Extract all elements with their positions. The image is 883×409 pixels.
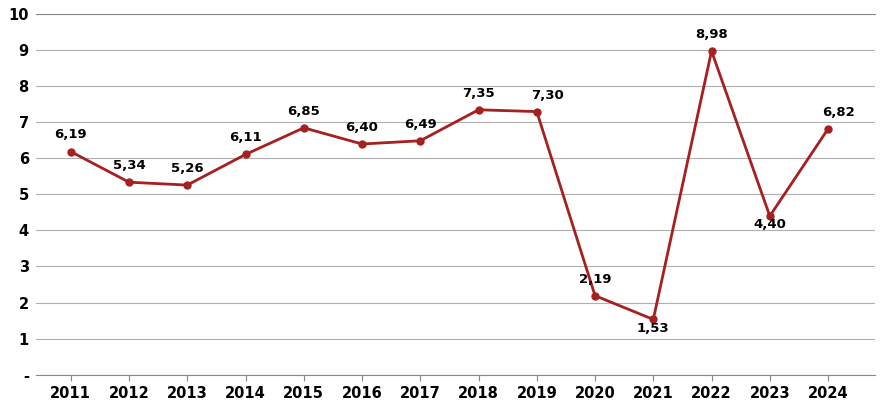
Text: 1,53: 1,53: [637, 321, 669, 335]
Text: 6,11: 6,11: [230, 131, 262, 144]
Text: 6,49: 6,49: [404, 118, 437, 131]
Text: 8,98: 8,98: [695, 28, 728, 41]
Text: 7,35: 7,35: [462, 87, 494, 100]
Text: 5,26: 5,26: [171, 162, 204, 175]
Text: 2,19: 2,19: [578, 272, 611, 285]
Text: 4,40: 4,40: [753, 218, 786, 231]
Text: 5,34: 5,34: [113, 159, 146, 172]
Text: 6,85: 6,85: [287, 105, 321, 118]
Text: 6,19: 6,19: [55, 128, 87, 142]
Text: 6,40: 6,40: [345, 121, 379, 134]
Text: 7,30: 7,30: [531, 88, 563, 101]
Text: 6,82: 6,82: [822, 106, 855, 119]
